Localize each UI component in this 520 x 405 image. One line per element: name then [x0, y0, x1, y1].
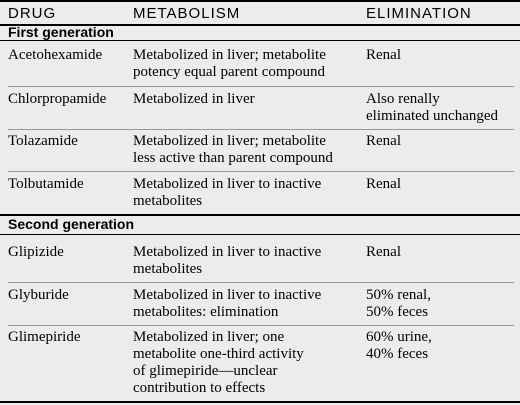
elimination-text: 50% renal, 50% feces [366, 287, 431, 320]
metabolism-text: Metabolized in liver to inactive metabol… [133, 287, 322, 320]
elimination-text: Renal [366, 244, 401, 260]
row-divider [8, 282, 514, 283]
header-elimination: ELIMINATION [366, 5, 472, 22]
elimination-text: Renal [366, 176, 401, 192]
metabolism-text: Metabolized in liver [133, 91, 255, 107]
metabolism-text: Metabolized in liver; one metabolite one… [133, 329, 304, 396]
drug-name: Glimepiride [8, 329, 81, 345]
metabolism-text: Metabolized in liver; metabolite potency… [133, 47, 326, 80]
drug-name: Acetohexamide [8, 47, 103, 63]
row-divider [8, 86, 514, 87]
elimination-text: 60% urine, 40% feces [366, 329, 432, 362]
section-rule [0, 214, 520, 216]
row-divider [8, 129, 514, 130]
header-drug: DRUG [8, 5, 57, 22]
metabolism-text: Metabolized in liver; metabolite less ac… [133, 133, 333, 166]
header-rule [0, 24, 520, 26]
section-rule [0, 40, 520, 41]
elimination-text: Renal [366, 47, 401, 63]
section-rule [0, 234, 520, 235]
drug-name: Chlorpropamide [8, 91, 107, 107]
drug-name: Glipizide [8, 244, 64, 260]
section-title-first-generation: First generation [8, 24, 114, 40]
elimination-text: Also renally eliminated unchanged [366, 91, 499, 124]
header-metabolism: METABOLISM [133, 5, 241, 22]
section-title-second-generation: Second generation [8, 216, 135, 232]
drug-name: Glyburide [8, 287, 69, 303]
row-divider [8, 171, 514, 172]
top-rule [0, 0, 520, 2]
row-divider [8, 325, 514, 326]
metabolism-text: Metabolized in liver to inactive metabol… [133, 244, 322, 277]
metabolism-text: Metabolized in liver to inactive metabol… [133, 176, 322, 209]
drug-name: Tolbutamide [8, 176, 84, 192]
drug-name: Tolazamide [8, 133, 78, 149]
bottom-rule [0, 401, 520, 403]
elimination-text: Renal [366, 133, 401, 149]
